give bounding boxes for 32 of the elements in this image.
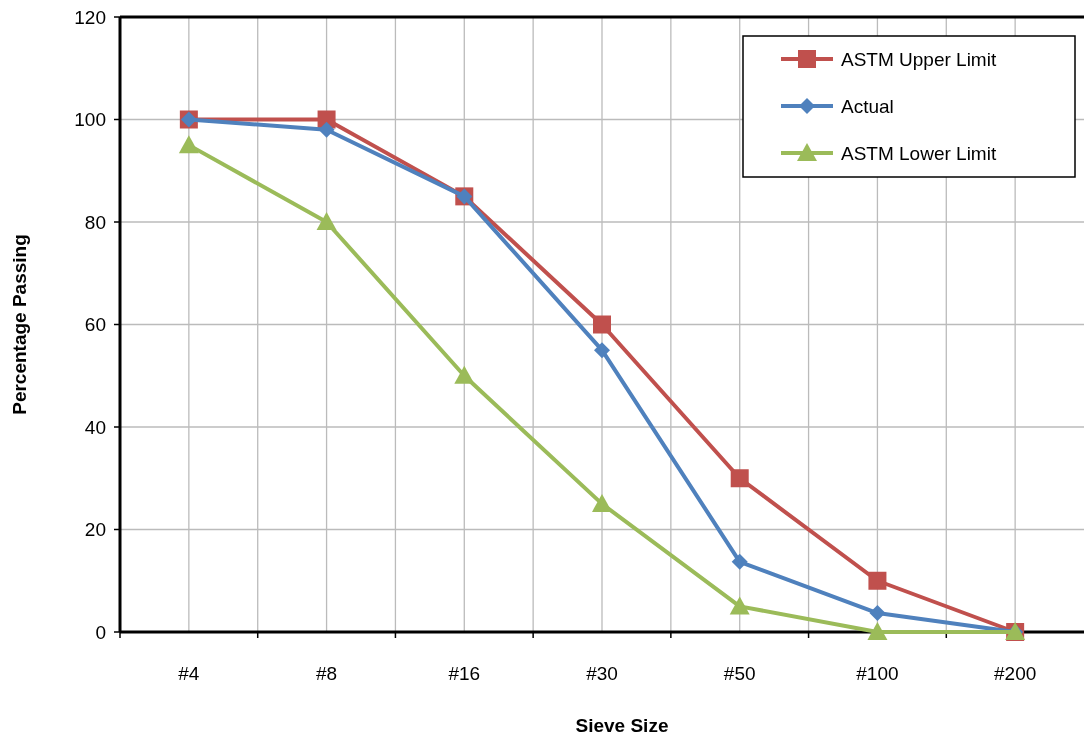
x-tick-label: #8 — [316, 663, 338, 684]
y-tick-label: 80 — [84, 211, 106, 233]
point — [867, 622, 888, 640]
x-tick-label: #200 — [994, 663, 1037, 684]
point — [729, 596, 750, 615]
y-tick-label: 120 — [74, 6, 106, 28]
point — [594, 342, 610, 359]
x-tick-label: #100 — [856, 663, 899, 684]
point — [868, 571, 887, 590]
y-tick-label: 0 — [95, 621, 106, 643]
y-tick-label: 20 — [84, 519, 106, 541]
y-tick-label: 40 — [84, 416, 106, 438]
point — [730, 469, 749, 488]
point — [178, 135, 199, 154]
x-tick-label: #16 — [448, 663, 481, 684]
legend-label: Actual — [841, 95, 894, 117]
x-axis-title: Sieve Size — [575, 715, 669, 736]
y-axis-title: Percentage Passing — [9, 234, 30, 415]
point — [318, 121, 335, 138]
x-tick-label: #4 — [178, 663, 200, 684]
point — [593, 315, 611, 334]
point — [592, 493, 612, 512]
point — [869, 605, 886, 622]
x-tick-label: #50 — [723, 663, 756, 684]
y-tick-label: 60 — [84, 314, 106, 336]
y-tick-label: 100 — [74, 109, 106, 131]
point — [454, 365, 475, 384]
legend-label: ASTM Lower Limit — [841, 142, 997, 164]
point — [731, 553, 748, 570]
legend-label: ASTM Upper Limit — [841, 48, 997, 70]
point — [316, 212, 337, 230]
x-tick-label: #30 — [586, 663, 618, 684]
